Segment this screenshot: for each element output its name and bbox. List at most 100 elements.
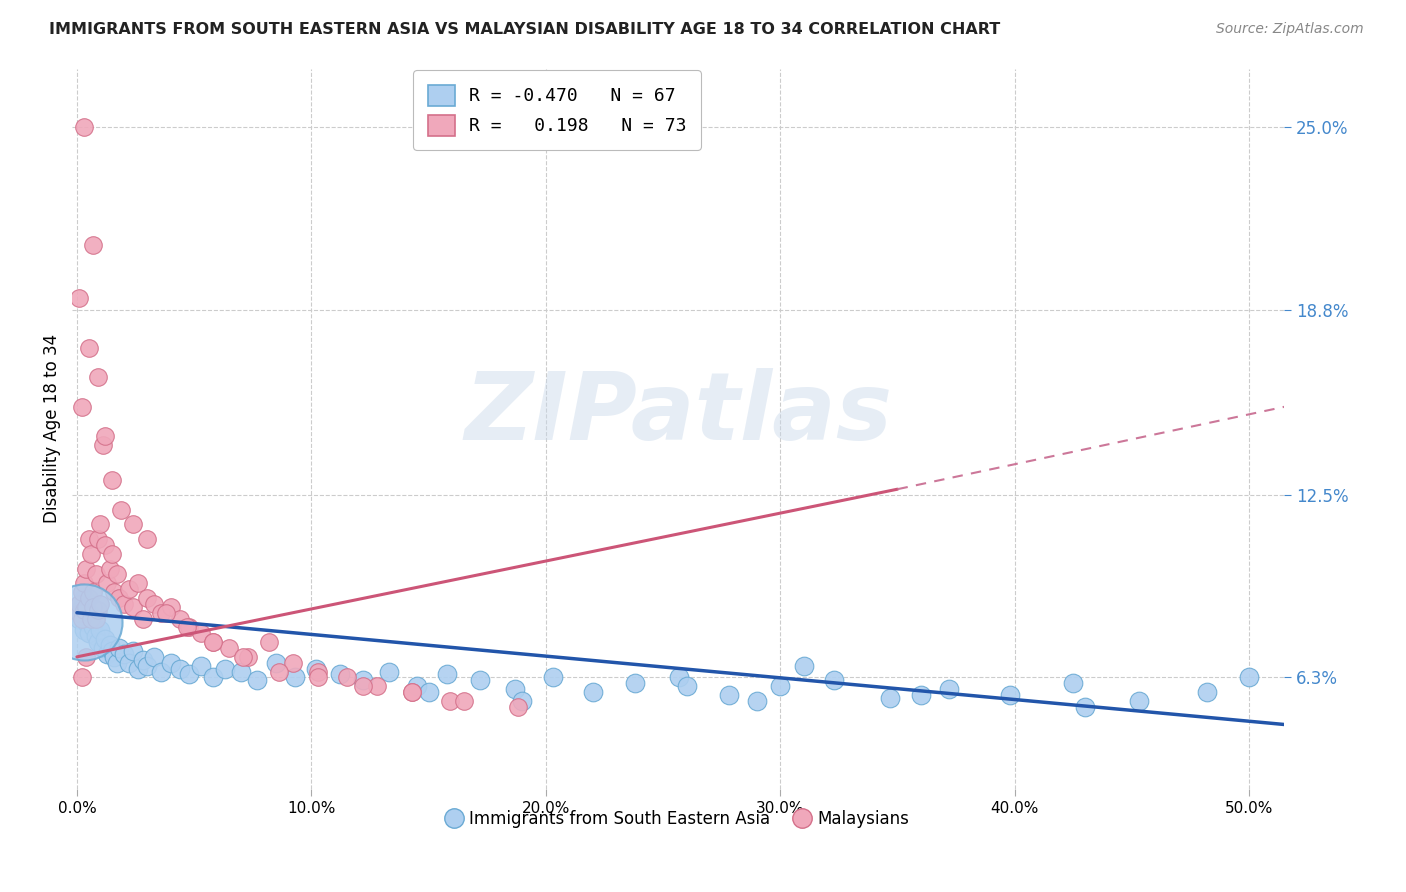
Point	[159, 656, 181, 670]
Point	[73, 624, 96, 638]
Point	[94, 429, 117, 443]
Point	[352, 679, 374, 693]
Point	[136, 658, 159, 673]
Point	[112, 597, 135, 611]
Point	[512, 694, 534, 708]
Y-axis label: Disability Age 18 to 34: Disability Age 18 to 34	[44, 334, 60, 524]
Point	[155, 606, 177, 620]
Point	[335, 670, 357, 684]
Point	[624, 676, 647, 690]
Point	[122, 517, 145, 532]
Point	[87, 635, 110, 649]
Point	[77, 341, 100, 355]
Point	[77, 606, 100, 620]
Point	[190, 626, 212, 640]
Point	[67, 597, 90, 611]
Point	[103, 585, 125, 599]
Point	[1074, 699, 1097, 714]
Point	[169, 612, 191, 626]
Point	[89, 624, 111, 638]
Point	[80, 547, 103, 561]
Point	[439, 694, 461, 708]
Text: Source: ZipAtlas.com: Source: ZipAtlas.com	[1216, 22, 1364, 37]
Point	[377, 665, 399, 679]
Point	[73, 120, 96, 135]
Point	[77, 532, 100, 546]
Point	[257, 635, 280, 649]
Point	[229, 665, 252, 679]
Point	[73, 591, 96, 605]
Point	[582, 685, 605, 699]
Point	[87, 532, 110, 546]
Point	[232, 649, 254, 664]
Point	[75, 561, 97, 575]
Point	[108, 591, 131, 605]
Point	[67, 291, 90, 305]
Point	[236, 649, 259, 664]
Point	[122, 644, 145, 658]
Point	[436, 667, 458, 681]
Point	[101, 644, 124, 658]
Point	[105, 567, 128, 582]
Point	[823, 673, 845, 688]
Point	[70, 585, 93, 599]
Point	[75, 599, 97, 614]
Point	[910, 688, 932, 702]
Point	[307, 670, 329, 684]
Point	[1195, 685, 1218, 699]
Point	[94, 538, 117, 552]
Point	[1237, 670, 1260, 684]
Point	[89, 517, 111, 532]
Point	[91, 438, 114, 452]
Point	[127, 576, 149, 591]
Point	[80, 615, 103, 629]
Point	[82, 585, 104, 599]
Point	[136, 532, 159, 546]
Point	[117, 656, 139, 670]
Point	[879, 691, 901, 706]
Point	[77, 626, 100, 640]
Point	[84, 629, 107, 643]
Point	[96, 576, 118, 591]
Text: ZIPatlas: ZIPatlas	[464, 368, 893, 460]
Point	[541, 670, 564, 684]
Point	[73, 576, 96, 591]
Point	[938, 682, 960, 697]
Point	[84, 567, 107, 582]
Point	[307, 665, 329, 679]
Point	[73, 615, 96, 629]
Point	[75, 615, 97, 629]
Point	[246, 673, 269, 688]
Point	[98, 638, 121, 652]
Point	[505, 682, 527, 697]
Point	[214, 662, 236, 676]
Point	[179, 667, 201, 681]
Point	[77, 591, 100, 605]
Point	[117, 582, 139, 597]
Point	[190, 658, 212, 673]
Point	[70, 400, 93, 414]
Point	[108, 640, 131, 655]
Point	[717, 688, 740, 702]
Point	[793, 658, 815, 673]
Point	[218, 640, 240, 655]
Point	[70, 599, 93, 614]
Point	[87, 370, 110, 384]
Point	[82, 599, 104, 614]
Point	[453, 694, 475, 708]
Point	[82, 238, 104, 252]
Point	[201, 635, 224, 649]
Point	[105, 656, 128, 670]
Point	[101, 474, 124, 488]
Point	[1128, 694, 1150, 708]
Point	[70, 612, 93, 626]
Point	[89, 597, 111, 611]
Point	[745, 694, 768, 708]
Point	[67, 612, 90, 626]
Point	[136, 591, 159, 605]
Point	[328, 667, 350, 681]
Point	[94, 632, 117, 647]
Point	[1062, 676, 1084, 690]
Point	[668, 670, 690, 684]
Point	[150, 665, 173, 679]
